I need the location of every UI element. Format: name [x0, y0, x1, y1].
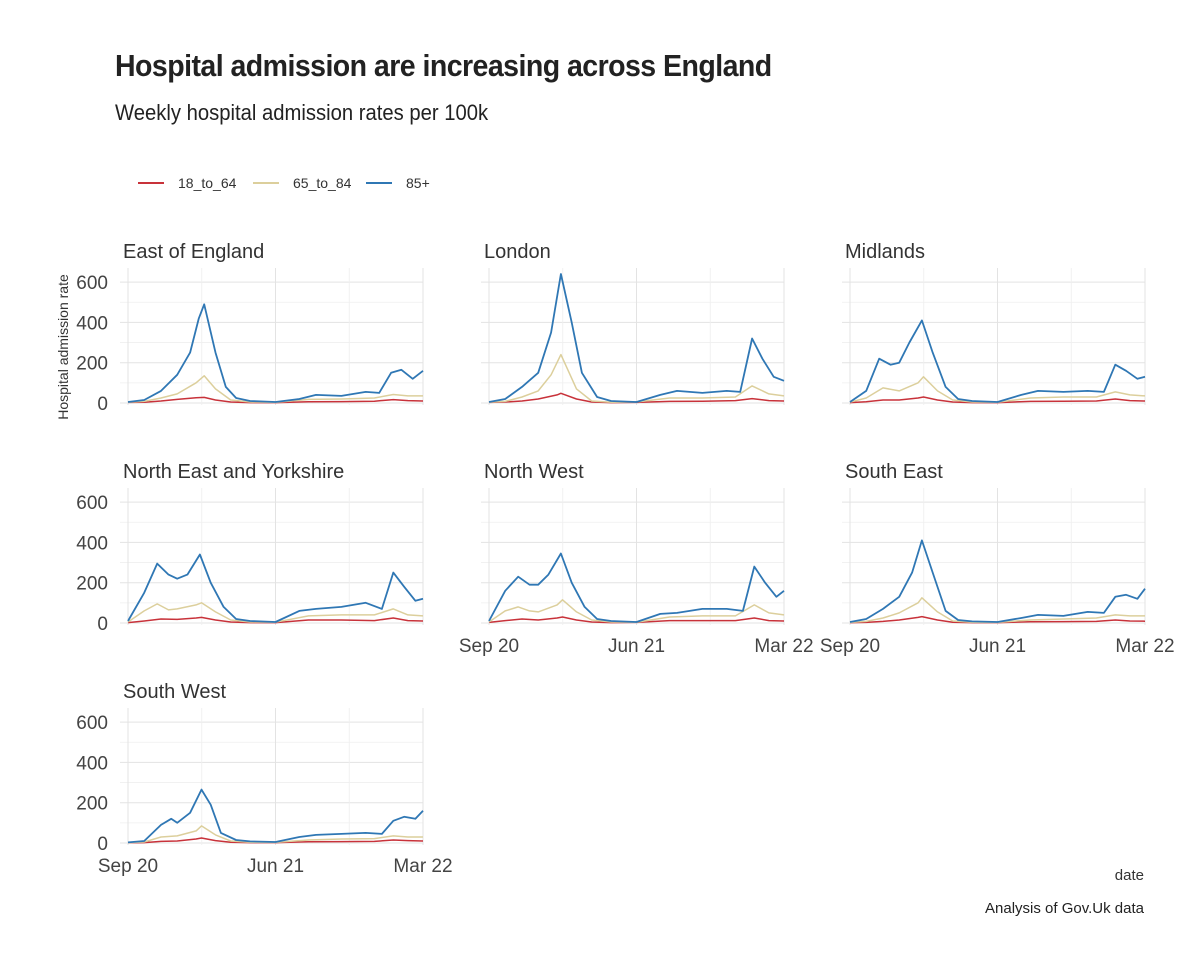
y-tick-label: 600 — [76, 493, 108, 514]
series-line-85- — [488, 552, 785, 623]
x-tick-label: Mar 22 — [393, 856, 452, 877]
y-tick-label: 200 — [76, 574, 108, 595]
x-tick-label: Jun 21 — [969, 636, 1026, 657]
y-axis-label: Hospital admission rate — [55, 274, 71, 420]
series-line-18-to-64 — [127, 396, 424, 404]
series-line-18-to-64 — [849, 396, 1146, 404]
chart-caption: Analysis of Gov.Uk data — [985, 900, 1144, 917]
legend-label: 85+ — [406, 175, 430, 191]
y-tick-label: 200 — [76, 794, 108, 815]
y-tick-label: 600 — [76, 273, 108, 294]
legend-item-18-to-64: 18_to_64 — [138, 175, 237, 191]
series-line-18-to-64 — [127, 616, 424, 624]
chart-title: Hospital admission are increasing across… — [115, 48, 772, 83]
y-tick-label: 200 — [76, 354, 108, 375]
panel-south-east: South East Sep 20 Jun 21 Mar 22 — [820, 461, 1175, 657]
series-line-65-to-84 — [127, 825, 423, 844]
x-axis-label: date — [1115, 867, 1144, 884]
panel-london: London — [481, 241, 785, 405]
panel-title: South East — [845, 461, 943, 483]
series-line-85- — [488, 273, 785, 403]
series-line-65-to-84 — [849, 597, 1145, 624]
legend-label: 65_to_84 — [293, 175, 352, 191]
series-line-85- — [127, 788, 424, 844]
series-line-18-to-64 — [127, 837, 424, 844]
x-tick-label: Jun 21 — [608, 636, 665, 657]
x-tick-label: Mar 22 — [754, 636, 813, 657]
y-tick-label: 600 — [76, 713, 108, 734]
panel-title: London — [484, 241, 551, 263]
series-line-65-to-84 — [127, 602, 424, 623]
panel-south-west: South West 0 200 400 600 Sep 20 Jun 21 Mar 22 — [76, 681, 452, 877]
series-line-18-to-64 — [488, 616, 785, 624]
panel-title: South West — [123, 681, 226, 703]
panel-title: North East and Yorkshire — [123, 461, 344, 483]
panel-title: Midlands — [845, 241, 925, 263]
series-line-85- — [849, 539, 1146, 623]
x-tick-label: Sep 20 — [98, 856, 158, 877]
series-line-85- — [849, 319, 1146, 403]
y-tick-label: 400 — [76, 533, 108, 554]
panel-east-of-england: East of England 0 200 400 600 — [76, 241, 424, 415]
y-tick-label: 400 — [76, 313, 108, 334]
x-tick-label: Mar 22 — [1115, 636, 1174, 657]
panel-north-east-and-yorkshire: North East and Yorkshire 0 200 400 600 — [76, 461, 424, 635]
series-line-65-to-84 — [488, 599, 785, 623]
series-line-65-to-84 — [488, 353, 785, 403]
legend-item-85-: 85+ — [366, 175, 430, 191]
series-line-18-to-64 — [849, 615, 1146, 624]
series-line-65-to-84 — [127, 375, 423, 404]
y-tick-label: 400 — [76, 753, 108, 774]
panel-title: North West — [484, 461, 584, 483]
panel-title: East of England — [123, 241, 264, 263]
series-line-85- — [127, 553, 424, 623]
series-line-85- — [127, 303, 424, 403]
y-tick-label: 0 — [97, 614, 108, 635]
legend-label: 18_to_64 — [178, 175, 237, 191]
panel-north-west: North West Sep 20 Jun 21 Mar 22 — [459, 461, 814, 657]
legend: 18_to_64 65_to_84 85+ — [138, 175, 430, 191]
y-tick-label: 0 — [97, 394, 108, 415]
y-tick-label: 0 — [97, 834, 108, 855]
legend-item-65-to-84: 65_to_84 — [253, 175, 352, 191]
x-tick-label: Sep 20 — [820, 636, 880, 657]
chart-subtitle: Weekly hospital admission rates per 100k — [115, 100, 489, 125]
x-tick-label: Sep 20 — [459, 636, 519, 657]
x-tick-label: Jun 21 — [247, 856, 304, 877]
series-line-65-to-84 — [849, 376, 1146, 403]
panel-midlands: Midlands — [842, 241, 1146, 405]
